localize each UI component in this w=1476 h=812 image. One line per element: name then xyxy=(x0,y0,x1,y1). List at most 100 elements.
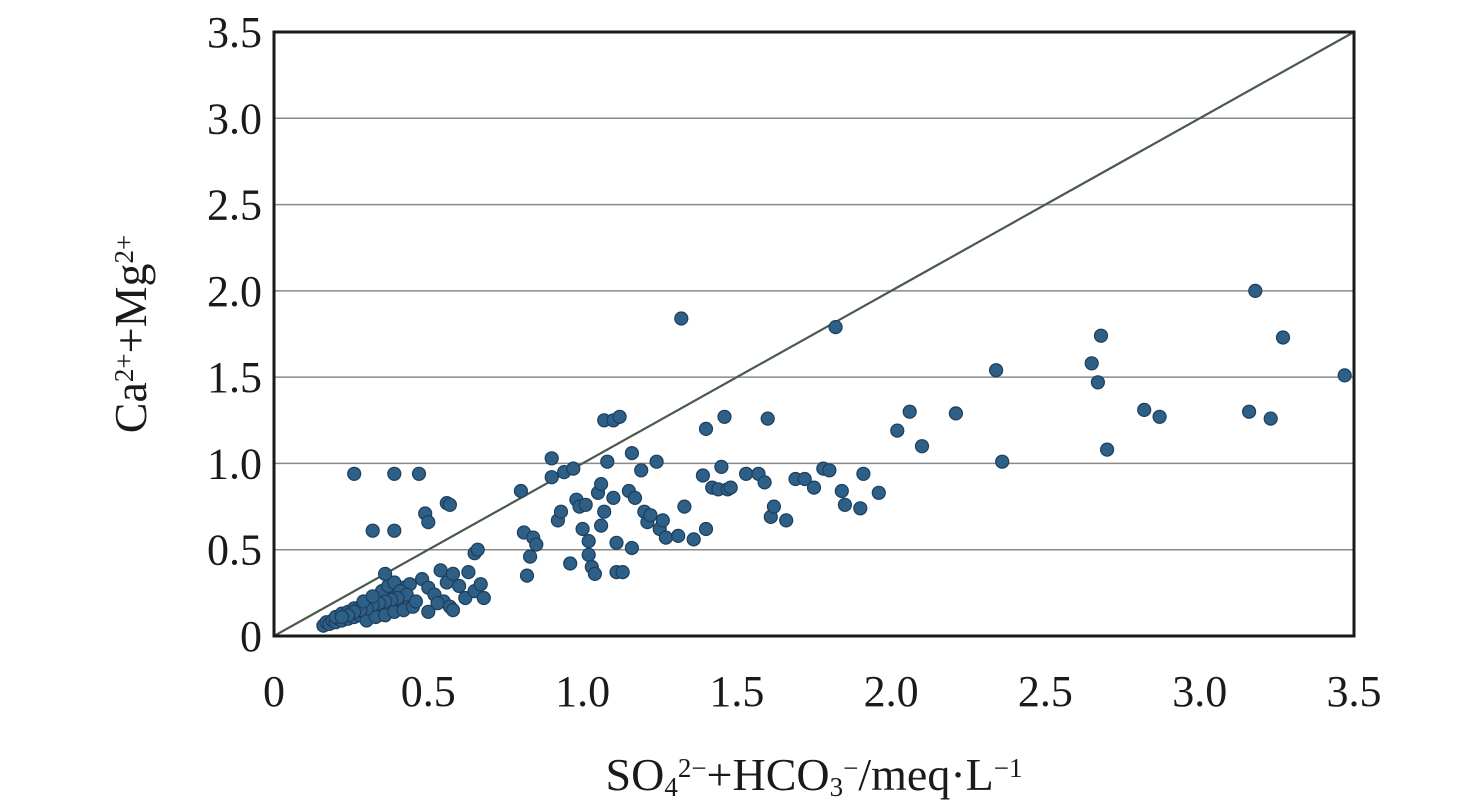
y-tick-label-3: 1.5 xyxy=(207,353,262,402)
y-axis-title: Ca2++Mg2+ xyxy=(105,235,156,433)
data-point-113 xyxy=(581,547,596,563)
plot-frame xyxy=(272,30,1356,638)
data-point-112 xyxy=(581,533,596,549)
data-point-129 xyxy=(624,446,640,461)
data-point-139 xyxy=(658,530,674,545)
data-point-141 xyxy=(674,311,689,326)
data-point-136 xyxy=(649,454,664,469)
x-tick-label-0: 0 xyxy=(263,667,285,716)
data-point-168 xyxy=(853,501,868,516)
y-tick-labels: 0 0.5 1.0 1.5 2.0 2.5 3.0 3.5 xyxy=(207,8,262,661)
data-point-101 xyxy=(544,470,559,485)
y-tick-label-7: 3.5 xyxy=(207,8,262,57)
data-point-174 xyxy=(948,406,964,421)
data-point-92 xyxy=(421,604,436,619)
data-point-121 xyxy=(600,454,615,469)
data-point-72 xyxy=(421,514,436,530)
data-point-122 xyxy=(606,490,621,505)
data-point-146 xyxy=(698,521,714,537)
data-point-66 xyxy=(347,466,362,481)
data-point-98 xyxy=(522,549,538,564)
data-point-169 xyxy=(856,466,871,481)
data-point-175 xyxy=(988,363,1004,378)
axis-title-part-2: 2− xyxy=(678,753,707,783)
x-axis-title: SO42−+HCO3−/meq·L−1 xyxy=(606,749,1023,802)
data-point-85 xyxy=(461,564,476,580)
data-point-94 xyxy=(430,596,445,611)
axis-title-part-7: −1 xyxy=(994,753,1023,783)
axis-title-part-1: 4 xyxy=(664,772,678,802)
axis-title-part-0: SO xyxy=(606,749,665,800)
data-point-144 xyxy=(695,468,711,483)
data-point-182 xyxy=(1152,409,1167,424)
data-point-63 xyxy=(378,566,393,582)
data-point-140 xyxy=(671,528,686,544)
data-point-187 xyxy=(1337,368,1352,383)
data-point-164 xyxy=(822,463,837,478)
data-point-155 xyxy=(757,475,772,490)
grid-lines xyxy=(274,117,1354,551)
data-point-181 xyxy=(1137,402,1152,417)
x-tick-label-3: 1.5 xyxy=(709,667,764,716)
data-point-132 xyxy=(634,463,649,478)
reference-line-layer xyxy=(273,31,1355,637)
data-point-185 xyxy=(1263,411,1278,426)
data-point-68 xyxy=(387,466,402,481)
data-point-100 xyxy=(529,537,544,552)
data-point-173 xyxy=(914,439,930,454)
data-point-91 xyxy=(408,594,423,609)
data-point-126 xyxy=(612,409,627,424)
data-point-176 xyxy=(995,454,1010,469)
data-point-102 xyxy=(544,451,559,466)
data-point-78 xyxy=(433,563,448,578)
data-point-104 xyxy=(553,504,569,519)
data-point-158 xyxy=(766,499,782,514)
data-point-130 xyxy=(624,540,640,556)
y-tick-label-2: 1.0 xyxy=(207,439,262,488)
axis-title-part-2: +Mg xyxy=(105,264,156,354)
axis-title-part-4: 3 xyxy=(830,772,844,802)
data-point-117 xyxy=(593,477,609,492)
data-point-65 xyxy=(365,589,380,604)
data-point-95 xyxy=(513,483,529,499)
data-point-149 xyxy=(714,459,729,474)
data-point-97 xyxy=(519,568,535,583)
reference-line xyxy=(273,31,1355,637)
data-point-156 xyxy=(760,411,775,426)
axis-title-part-3: 2+ xyxy=(109,235,139,264)
data-point-179 xyxy=(1093,328,1109,343)
axis-title-part-6: /meq·L xyxy=(858,749,993,800)
data-point-186 xyxy=(1275,330,1291,345)
data-point-124 xyxy=(609,535,624,550)
data-point-159 xyxy=(779,513,794,528)
axis-title-part-0: Ca xyxy=(105,382,156,433)
data-point-131 xyxy=(627,490,643,505)
data-point-167 xyxy=(837,497,853,512)
x-tick-label-1: 0.5 xyxy=(401,667,456,716)
y-tick-label-4: 2.0 xyxy=(207,267,262,316)
data-point-135 xyxy=(643,508,658,523)
data-point-166 xyxy=(834,483,849,499)
data-point-107 xyxy=(566,461,581,476)
y-tick-label-1: 0.5 xyxy=(207,526,262,575)
data-point-111 xyxy=(578,497,593,512)
data-point-170 xyxy=(871,485,886,500)
data-point-145 xyxy=(698,421,714,436)
data-point-82 xyxy=(445,566,461,582)
data-points xyxy=(316,283,1352,633)
data-point-161 xyxy=(797,471,812,487)
data-point-143 xyxy=(686,532,701,547)
data-point-106 xyxy=(563,556,578,571)
axis-title-part-3: +HCO xyxy=(707,749,830,800)
data-point-180 xyxy=(1099,442,1115,457)
data-point-171 xyxy=(890,423,905,438)
x-tick-label-4: 2.0 xyxy=(864,667,919,716)
data-point-83 xyxy=(452,578,467,594)
data-point-89 xyxy=(473,577,488,592)
data-point-172 xyxy=(902,404,917,419)
data-point-150 xyxy=(717,409,732,424)
data-point-115 xyxy=(587,566,603,582)
data-point-93 xyxy=(445,602,461,618)
data-point-62 xyxy=(334,609,349,625)
data-point-69 xyxy=(387,523,402,538)
